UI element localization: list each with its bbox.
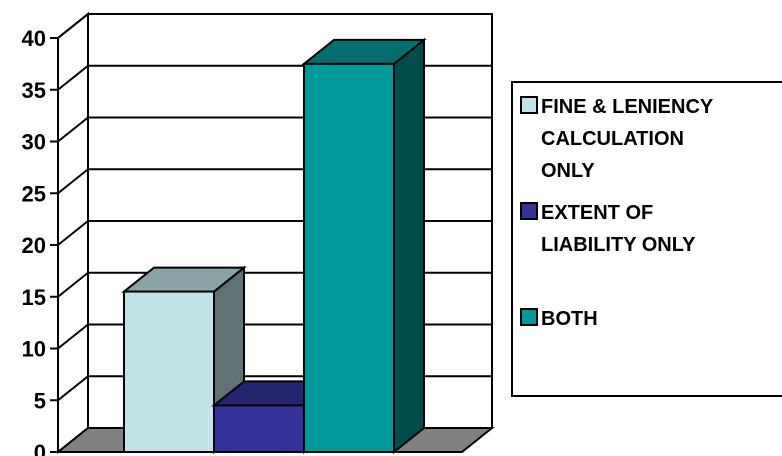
legend-item: FINE & LENIENCY CALCULATION ONLY [520,96,714,182]
bars [121,37,427,455]
legend-label: CALCULATION [541,128,684,150]
bar-front [123,290,215,454]
legend-label: FINE & LENIENCY [541,96,714,118]
y-tick-label: 20 [22,233,46,258]
legend-item: EXTENT OF LIABILITY ONLY [520,202,696,256]
gridline-side [57,220,89,246]
gridline-side [57,64,89,91]
y-tick-label: 15 [22,285,46,310]
y-tick-label: 35 [22,78,46,103]
bar [301,37,427,455]
y-tick-label: 0 [34,440,46,456]
gridline-side [57,13,89,39]
legend-swatch [520,308,538,326]
legend-item: BOTH [520,308,598,330]
legend-label: ONLY [541,160,595,182]
legend-label: LIABILITY ONLY [541,234,696,256]
y-tick-label: 5 [34,388,46,413]
bar-side [393,37,425,455]
gridline-side [57,116,89,143]
legend-label: EXTENT OF [541,202,653,224]
gridline-side [57,323,89,350]
legend-label: BOTH [541,308,598,330]
legend-swatch [520,96,538,114]
y-axis: 0 5 10 15 20 25 30 35 40 [22,26,59,456]
legend: FINE & LENIENCY CALCULATION ONLY EXTENT OF L… [511,81,782,397]
y-tick-label: 25 [22,181,46,206]
bar-front [303,62,395,453]
legend-swatch [520,202,538,220]
legend-box [511,81,782,397]
y-tick-label: 10 [22,337,46,362]
bar-front [213,404,305,453]
gridline-side [57,168,89,195]
y-tick-label: 30 [22,130,46,155]
y-tick-label: 40 [22,26,46,51]
gridline-side [57,375,89,402]
gridline-side [57,271,89,298]
